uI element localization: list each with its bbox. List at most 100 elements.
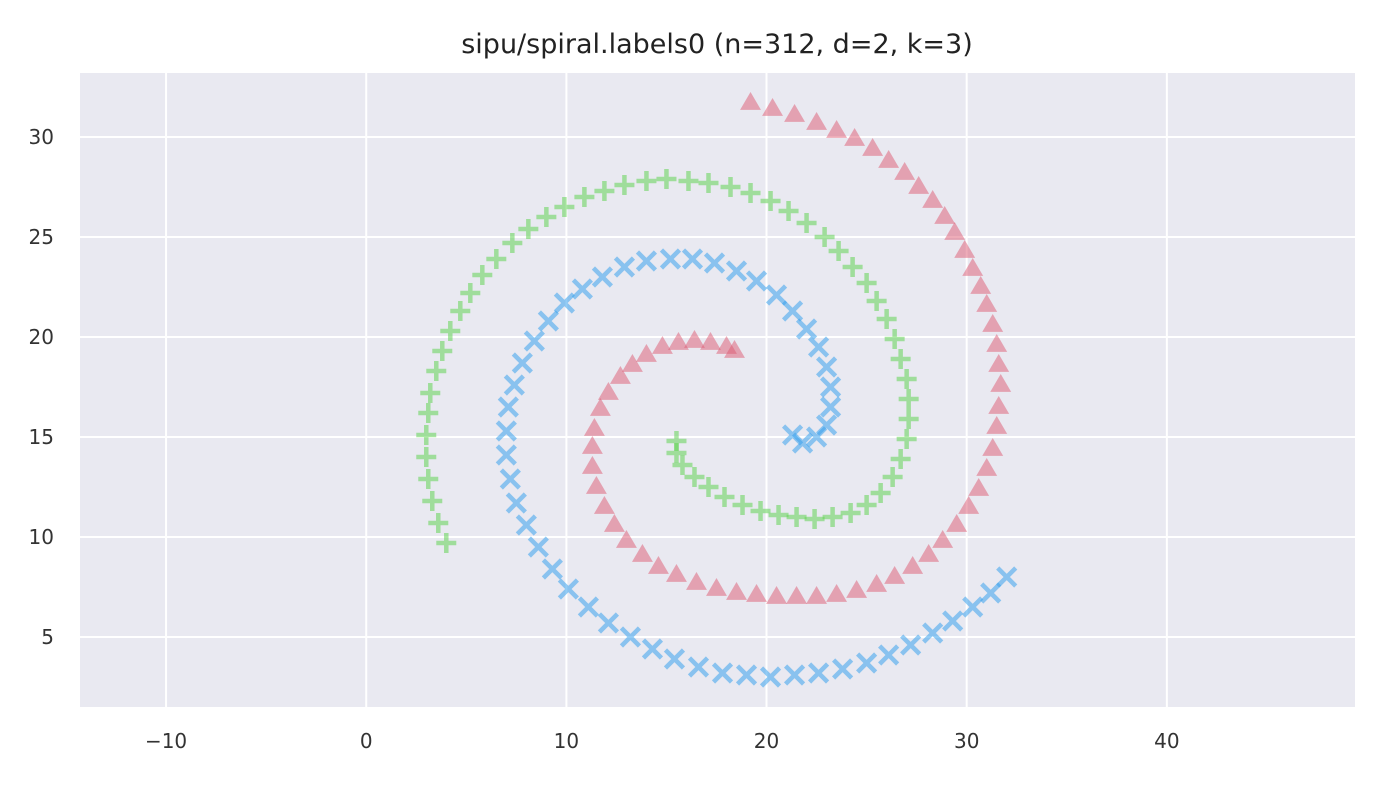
data-point [976, 294, 998, 312]
data-point [982, 438, 1004, 456]
data-point [735, 664, 758, 686]
data-point [760, 191, 781, 211]
data-point [778, 201, 799, 221]
data-point [766, 586, 787, 604]
data-point [922, 190, 944, 208]
data-point [819, 376, 842, 398]
data-point [502, 233, 523, 253]
data-point [523, 330, 545, 352]
data-point [862, 138, 884, 156]
data-point [996, 566, 1018, 588]
data-point [856, 652, 878, 674]
data-point [970, 276, 992, 294]
data-point [686, 572, 707, 590]
data-point [574, 187, 595, 207]
data-point [511, 352, 533, 374]
data-point [428, 513, 449, 533]
data-point [814, 227, 835, 247]
data-point [976, 458, 998, 476]
data-point [781, 300, 804, 322]
data-point [554, 197, 575, 217]
data-point [725, 260, 748, 282]
data-point [870, 483, 891, 503]
data-point [784, 104, 806, 122]
data-point [711, 662, 734, 684]
data-point [720, 177, 741, 197]
data-point [621, 354, 643, 372]
data-point [663, 648, 686, 670]
data-point [668, 332, 689, 350]
y-tick-label: 10 [29, 525, 54, 549]
data-point [700, 332, 721, 350]
data-point [652, 336, 673, 354]
data-point [982, 314, 1004, 332]
data-point [894, 162, 916, 180]
data-point [759, 666, 782, 688]
data-point [450, 301, 471, 321]
data-point [422, 491, 443, 511]
data-point [866, 291, 887, 311]
data-point [615, 530, 637, 548]
data-point [577, 596, 599, 618]
data-point [840, 503, 861, 523]
data-point [703, 252, 726, 274]
data-point [898, 409, 919, 429]
x-tick-label: 40 [1154, 729, 1179, 753]
y-tick-label: 15 [29, 425, 54, 449]
data-point [807, 662, 830, 684]
data-point [557, 578, 579, 600]
data-point [876, 309, 897, 329]
data-point [932, 530, 954, 548]
data-point [636, 171, 657, 191]
data-point [418, 403, 439, 423]
data-point [980, 582, 1002, 604]
data-point [795, 318, 818, 340]
data-point [896, 369, 917, 389]
plot-area [80, 73, 1355, 707]
data-point [724, 340, 745, 358]
grid-lines [80, 73, 1355, 707]
data-point [486, 249, 507, 269]
data-point [944, 222, 966, 240]
data-point [666, 431, 687, 451]
y-axis-ticks: 5 10 15 20 25 30 [29, 125, 54, 649]
data-point [954, 240, 976, 258]
data-point [597, 382, 619, 400]
y-tick-label: 5 [41, 625, 54, 649]
data-point [884, 329, 905, 349]
series-x [495, 248, 1018, 688]
data-point [619, 626, 642, 648]
data-point [900, 634, 922, 656]
data-point [934, 206, 956, 224]
data-point [641, 638, 664, 660]
data-point [828, 241, 849, 261]
data-point [613, 256, 636, 278]
data-point [472, 265, 493, 285]
data-point [968, 478, 990, 496]
data-point [656, 169, 677, 189]
data-point [826, 584, 848, 602]
data-point [416, 425, 437, 445]
data-point [698, 477, 719, 497]
data-point [460, 283, 481, 303]
data-point [878, 644, 900, 666]
data-point [537, 310, 559, 332]
data-point [503, 374, 525, 396]
data-point [898, 389, 919, 409]
x-axis-ticks: −10 0 10 20 30 40 [145, 729, 1180, 753]
data-point [635, 344, 657, 362]
y-tick-label: 20 [29, 325, 54, 349]
data-point [765, 284, 788, 306]
data-point [432, 341, 453, 361]
y-tick-label: 30 [29, 125, 54, 149]
data-point [631, 544, 653, 562]
data-point [990, 374, 1012, 392]
data-point [762, 98, 783, 116]
x-tick-label: 20 [754, 729, 779, 753]
data-point [571, 278, 593, 300]
y-tick-label: 25 [29, 225, 54, 249]
data-point [609, 366, 631, 384]
data-point [583, 418, 605, 436]
data-point [746, 584, 767, 602]
data-point [740, 183, 761, 203]
